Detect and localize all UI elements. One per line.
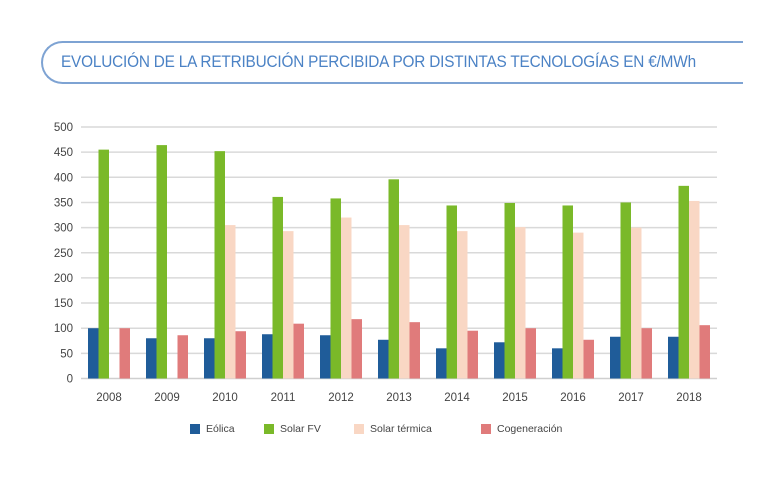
legend-item: Cogeneración xyxy=(481,423,562,435)
legend-label: Solar térmica xyxy=(370,423,432,435)
bar-solar-fv-2011 xyxy=(272,196,283,379)
title-box: EVOLUCIÓN DE LA RETRIBUCIÓN PERCIBIDA PO… xyxy=(41,41,743,84)
bar-cogeneración-2016 xyxy=(583,339,594,379)
bar-cogeneración-2011 xyxy=(293,323,304,379)
bar-cogeneración-2010 xyxy=(235,331,246,379)
bar-solar-térmica-2011 xyxy=(283,231,294,379)
bar-solar-térmica-2013 xyxy=(399,225,410,379)
bar-eólica-2010 xyxy=(204,338,215,379)
bar-eólica-2014 xyxy=(436,348,447,379)
bar-eólica-2016 xyxy=(552,348,563,379)
bar-cogeneración-2008 xyxy=(119,328,130,379)
bar-solar-fv-2008 xyxy=(98,149,109,379)
bar-cogeneración-2012 xyxy=(351,319,362,379)
bar-solar-térmica-2015 xyxy=(515,227,526,379)
legend-item: Solar FV xyxy=(264,423,321,435)
chart-title: EVOLUCIÓN DE LA RETRIBUCIÓN PERCIBIDA PO… xyxy=(61,53,696,71)
y-tick-label: 0 xyxy=(67,374,73,386)
bar-solar-térmica-2010 xyxy=(225,225,236,379)
bar-solar-térmica-2016 xyxy=(573,232,584,379)
bar-solar-fv-2015 xyxy=(504,202,515,379)
legend-label: Eólica xyxy=(206,423,235,435)
x-tick-label: 2014 xyxy=(444,392,470,404)
bar-solar-térmica-2012 xyxy=(341,217,352,379)
bar-eólica-2017 xyxy=(610,336,621,379)
legend-swatch xyxy=(264,424,274,434)
x-tick-label: 2015 xyxy=(502,392,528,404)
bar-cogeneración-2013 xyxy=(409,322,420,379)
bar-solar-fv-2018 xyxy=(678,185,689,379)
y-axis-ticks: 0 50 100 150 200 250 300 350 400 450 500 xyxy=(54,122,73,386)
bar-eólica-2008 xyxy=(88,328,99,379)
bar-solar-térmica-2017 xyxy=(631,227,642,379)
legend-label: Solar FV xyxy=(280,423,321,435)
legend-label: Cogeneración xyxy=(497,423,563,435)
x-tick-label: 2018 xyxy=(676,392,702,404)
legend-swatch xyxy=(354,424,364,434)
y-tick-label: 200 xyxy=(54,273,73,285)
x-tick-label: 2010 xyxy=(212,392,238,404)
bar-eólica-2009 xyxy=(146,338,157,379)
x-tick-label: 2016 xyxy=(560,392,586,404)
bar-cogeneración-2018 xyxy=(699,325,710,379)
bar-solar-fv-2012 xyxy=(330,198,341,379)
bar-solar-fv-2016 xyxy=(562,205,573,379)
x-tick-label: 2017 xyxy=(618,392,644,404)
bar-solar-térmica-2018 xyxy=(689,200,700,379)
y-tick-label: 450 xyxy=(54,147,73,159)
y-tick-label: 250 xyxy=(54,248,73,260)
legend-swatch xyxy=(481,424,491,434)
legend-swatch xyxy=(190,424,200,434)
legend-item: Eólica xyxy=(190,423,235,435)
bar-eólica-2013 xyxy=(378,339,389,379)
y-tick-label: 150 xyxy=(54,298,73,310)
bar-cogeneración-2017 xyxy=(641,328,652,379)
x-tick-label: 2011 xyxy=(271,392,296,404)
legend: Eólica Solar FV Solar térmica Cogeneración xyxy=(0,423,768,439)
y-tick-label: 500 xyxy=(54,122,73,134)
y-tick-label: 400 xyxy=(54,172,73,184)
y-tick-label: 100 xyxy=(54,323,73,335)
bar-eólica-2018 xyxy=(668,336,679,379)
y-tick-label: 300 xyxy=(54,223,73,235)
x-tick-label: 2013 xyxy=(386,392,412,404)
x-tick-label: 2008 xyxy=(96,392,122,404)
bar-cogeneración-2009 xyxy=(177,335,188,379)
bar-solar-fv-2013 xyxy=(388,179,399,379)
x-tick-label: 2012 xyxy=(328,392,354,404)
bar-cogeneración-2015 xyxy=(525,328,536,379)
bar-eólica-2015 xyxy=(494,342,505,379)
x-tick-label: 2009 xyxy=(154,392,180,404)
bar-eólica-2011 xyxy=(262,334,273,379)
y-tick-label: 350 xyxy=(54,197,73,209)
bar-eólica-2012 xyxy=(320,335,331,379)
legend-item: Solar térmica xyxy=(354,423,432,435)
bars xyxy=(88,145,710,379)
bar-solar-fv-2009 xyxy=(156,145,167,379)
bar-cogeneración-2014 xyxy=(467,330,478,379)
y-tick-label: 50 xyxy=(60,348,73,360)
bar-solar-térmica-2014 xyxy=(457,231,468,379)
bar-solar-fv-2014 xyxy=(446,205,457,379)
bar-solar-fv-2017 xyxy=(620,202,631,379)
x-axis-ticks: 2008 2009 2010 2011 2012 2013 2014 2015 2016 2017… xyxy=(96,392,702,404)
bar-solar-fv-2010 xyxy=(214,151,225,379)
